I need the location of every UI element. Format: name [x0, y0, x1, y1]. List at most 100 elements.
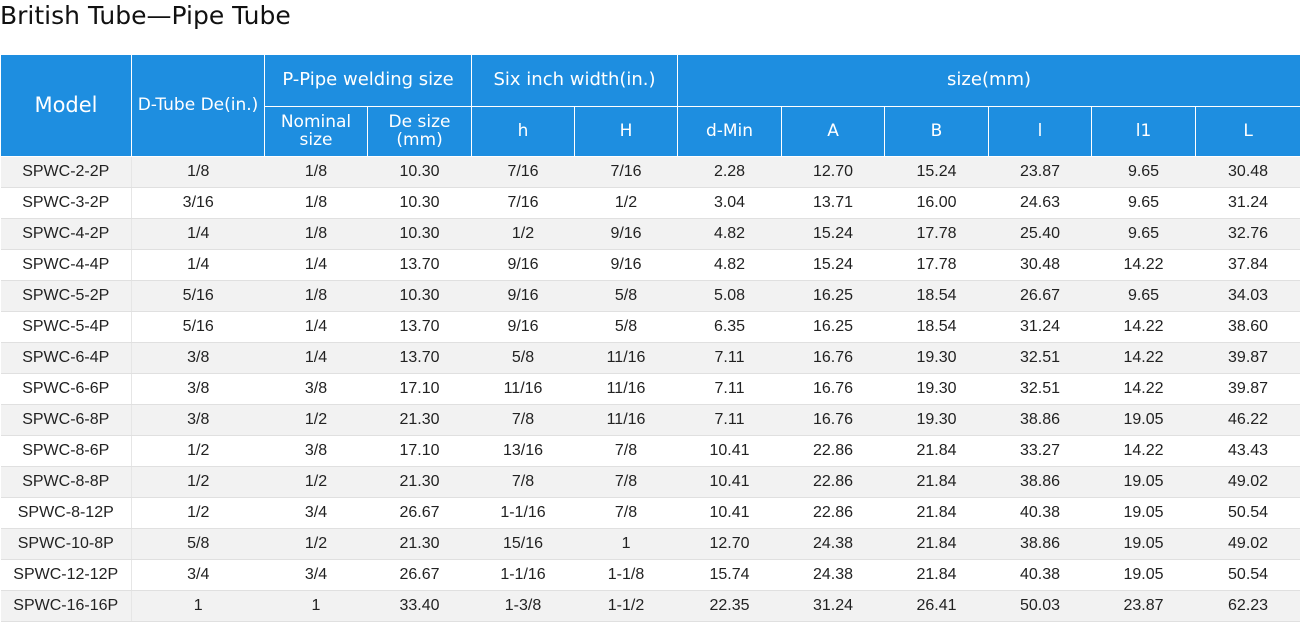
cell-h-small: 1/2 [471, 218, 575, 250]
cell-d-min: 5.08 [677, 280, 782, 312]
cell-h-small: 7/16 [471, 187, 575, 219]
cell-nominal-size: 1/8 [264, 156, 368, 188]
cell-h-big: 7/8 [574, 435, 678, 467]
table-row: SPWC-5-4P 5/16 1/4 13.70 9/16 5/8 6.35 16.25 18.… [0, 311, 1300, 343]
cell-model: SPWC-4-4P [0, 249, 132, 281]
cell-l: 40.38 [988, 497, 1092, 529]
cell-d-tube: 1/4 [131, 218, 265, 250]
cell-nominal-size: 1/8 [264, 187, 368, 219]
table-row: SPWC-10-8P 5/8 1/2 21.30 15/16 1 12.70 24.38 21.… [0, 528, 1300, 560]
cell-model: SPWC-2-2P [0, 156, 132, 188]
cell-b: 17.78 [884, 218, 989, 250]
cell-h-small: 9/16 [471, 280, 575, 312]
cell-de-size: 17.10 [367, 373, 472, 405]
cell-h-big: 9/16 [574, 249, 678, 281]
cell-de-size: 21.30 [367, 528, 472, 560]
cell-l1: 19.05 [1091, 528, 1196, 560]
header-h-big: H [574, 106, 679, 157]
cell-b: 21.84 [884, 435, 989, 467]
cell-model: SPWC-8-8P [0, 466, 132, 498]
cell-a: 13.71 [781, 187, 885, 219]
cell-h-big: 5/8 [574, 280, 678, 312]
cell-nominal-size: 1/4 [264, 311, 368, 343]
cell-d-min: 10.41 [677, 466, 782, 498]
cell-nominal-size: 3/8 [264, 435, 368, 467]
header-size-mm: size(mm) [677, 54, 1300, 107]
cell-h-small: 13/16 [471, 435, 575, 467]
cell-d-min: 7.11 [677, 342, 782, 374]
cell-de-size: 33.40 [367, 590, 472, 622]
header-h-small: h [471, 106, 576, 157]
cell-d-tube: 3/8 [131, 373, 265, 405]
cell-d-tube: 1/8 [131, 156, 265, 188]
cell-l1: 19.05 [1091, 466, 1196, 498]
table-row: SPWC-3-2P 3/16 1/8 10.30 7/16 1/2 3.04 13.71 16.… [0, 187, 1300, 219]
cell-a: 12.70 [781, 156, 885, 188]
cell-l1: 9.65 [1091, 280, 1196, 312]
header-pipe-welding-size: P-Pipe welding size [263, 54, 473, 107]
cell-nominal-size: 1/8 [264, 280, 368, 312]
table-row: SPWC-4-2P 1/4 1/8 10.30 1/2 9/16 4.82 15.24 17.7… [0, 218, 1300, 250]
header-model: Model [0, 54, 132, 157]
cell-d-min: 4.82 [677, 218, 782, 250]
cell-nominal-size: 1/4 [264, 342, 368, 374]
cell-d-min: 12.70 [677, 528, 782, 560]
cell-b: 15.24 [884, 156, 989, 188]
cell-h-small: 9/16 [471, 311, 575, 343]
header-L: L [1195, 106, 1300, 157]
cell-l: 38.86 [988, 528, 1092, 560]
cell-h-big: 7/8 [574, 466, 678, 498]
cell-d-tube: 1/2 [131, 435, 265, 467]
cell-L: 62.23 [1195, 590, 1300, 622]
cell-nominal-size: 3/8 [264, 373, 368, 405]
cell-b: 21.84 [884, 559, 989, 591]
cell-b: 19.30 [884, 342, 989, 374]
cell-l: 32.51 [988, 342, 1092, 374]
cell-d-min: 10.41 [677, 435, 782, 467]
cell-l: 38.86 [988, 466, 1092, 498]
table-row: SPWC-5-2P 5/16 1/8 10.30 9/16 5/8 5.08 16.25 18.… [0, 280, 1300, 312]
cell-a: 16.76 [781, 342, 885, 374]
cell-l: 24.63 [988, 187, 1092, 219]
cell-de-size: 10.30 [367, 280, 472, 312]
cell-b: 21.84 [884, 497, 989, 529]
cell-de-size: 26.67 [367, 559, 472, 591]
cell-model: SPWC-6-4P [0, 342, 132, 374]
cell-h-big: 9/16 [574, 218, 678, 250]
cell-h-small: 7/8 [471, 466, 575, 498]
cell-nominal-size: 1 [264, 590, 368, 622]
cell-b: 17.78 [884, 249, 989, 281]
cell-L: 39.87 [1195, 373, 1300, 405]
cell-h-small: 15/16 [471, 528, 575, 560]
cell-nominal-size: 1/2 [264, 466, 368, 498]
cell-l1: 14.22 [1091, 435, 1196, 467]
cell-d-tube: 3/16 [131, 187, 265, 219]
cell-L: 50.54 [1195, 559, 1300, 591]
cell-L: 32.76 [1195, 218, 1300, 250]
header-six-inch-width: Six inch width(in.) [471, 54, 679, 107]
header-d-tube: D-Tube De(in.) [131, 54, 265, 157]
cell-nominal-size: 3/4 [264, 559, 368, 591]
header-nominal-size: Nominal size [264, 106, 368, 157]
cell-h-small: 1-1/16 [471, 559, 575, 591]
table-row: SPWC-6-6P 3/8 3/8 17.10 11/16 11/16 7.11 16.76 1… [0, 373, 1300, 405]
cell-d-min: 3.04 [677, 187, 782, 219]
cell-l: 32.51 [988, 373, 1092, 405]
cell-l: 31.24 [988, 311, 1092, 343]
cell-h-small: 7/16 [471, 156, 575, 188]
cell-h-big: 1-1/8 [574, 559, 678, 591]
cell-d-tube: 1/2 [131, 497, 265, 529]
cell-h-big: 1 [574, 528, 678, 560]
cell-a: 22.86 [781, 497, 885, 529]
cell-de-size: 17.10 [367, 435, 472, 467]
table-row: SPWC-6-4P 3/8 1/4 13.70 5/8 11/16 7.11 16.76 19.… [0, 342, 1300, 374]
cell-b: 21.84 [884, 528, 989, 560]
cell-h-small: 1-1/16 [471, 497, 575, 529]
cell-nominal-size: 1/2 [264, 528, 368, 560]
cell-nominal-size: 1/8 [264, 218, 368, 250]
cell-de-size: 26.67 [367, 497, 472, 529]
header-l1: l1 [1091, 106, 1197, 157]
cell-a: 24.38 [781, 528, 885, 560]
cell-b: 19.30 [884, 404, 989, 436]
cell-h-small: 9/16 [471, 249, 575, 281]
